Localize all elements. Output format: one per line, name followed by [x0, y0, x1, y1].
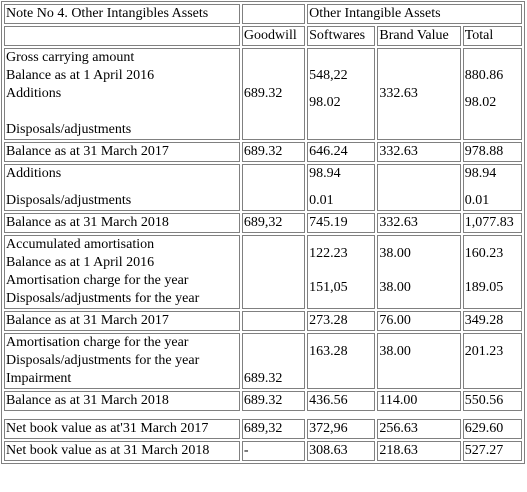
- table-row-amortisation-2018: Amortisation charge for the year Disposa…: [4, 333, 522, 389]
- brand-value-cell: 38.00 38.00: [377, 235, 461, 309]
- softwares-cell: 98.94 0.01: [307, 164, 376, 211]
- softwares-cell: 436.56: [307, 391, 376, 411]
- brand-value-cell: 332.63: [377, 213, 461, 233]
- goodwill-cell: 689.32: [241, 142, 306, 162]
- brand-value-cell: 38.00: [377, 333, 461, 389]
- goodwill-cell: [241, 164, 306, 211]
- row-label: Net book value as at'31 March 2017: [4, 419, 240, 439]
- header-row-title: Note No 4. Other Intangibles Assets Othe…: [4, 4, 522, 24]
- softwares-cell: 646.24: [307, 142, 376, 162]
- table-row-amortisation-2017: Accumulated amortisation Balance as at 1…: [4, 235, 522, 309]
- table-row-balance-2017: Balance as at 31 March 2017 689.32 646.2…: [4, 142, 522, 162]
- row-label: Amortisation charge for the year Disposa…: [4, 333, 240, 389]
- softwares-cell: 548,22 98.02: [307, 48, 376, 140]
- column-header-total: Total: [462, 26, 522, 46]
- total-cell: 550.56: [462, 391, 522, 411]
- brand-value-cell: [377, 164, 461, 211]
- goodwill-cell: 689,32: [241, 213, 306, 233]
- softwares-cell: 273.28: [307, 311, 376, 331]
- spacer-cell: [4, 413, 522, 417]
- softwares-cell: 372,96: [307, 419, 376, 439]
- table-row-movements-2018: Additions Disposals/adjustments 98.94 0.…: [4, 164, 522, 211]
- total-cell: 160.23 189.05: [462, 235, 522, 309]
- softwares-cell: 745.19: [307, 213, 376, 233]
- table-row-nbv-2017: Net book value as at'31 March 2017 689,3…: [4, 419, 522, 439]
- row-label: Balance as at 31 March 2018: [4, 213, 240, 233]
- row-label: Gross carrying amount Balance as at 1 Ap…: [4, 48, 240, 140]
- row-label: Additions Disposals/adjustments: [4, 164, 240, 211]
- row-label: Balance as at 31 March 2017: [4, 311, 240, 331]
- brand-value-cell: 218.63: [377, 441, 461, 461]
- header-label-blank: [4, 26, 240, 46]
- brand-value-cell: 76.00: [377, 311, 461, 331]
- total-cell: 527.27: [462, 441, 522, 461]
- total-cell: 98.94 0.01: [462, 164, 522, 211]
- column-header-goodwill: Goodwill: [241, 26, 306, 46]
- spacer-row: [4, 413, 522, 417]
- note-title: Note No 4. Other Intangibles Assets: [4, 4, 240, 24]
- goodwill-cell: 689.32: [241, 391, 306, 411]
- header-blank-cell: [241, 4, 306, 24]
- total-cell: 349.28: [462, 311, 522, 331]
- total-cell: 978.88: [462, 142, 522, 162]
- column-header-softwares: Softwares: [307, 26, 376, 46]
- table-row-amort-balance-2017: Balance as at 31 March 2017 273.28 76.00…: [4, 311, 522, 331]
- table-row-nbv-2018: Net book value as at 31 March 2018 - 308…: [4, 441, 522, 461]
- brand-value-cell: 114.00: [377, 391, 461, 411]
- table-row-opening-2016: Gross carrying amount Balance as at 1 Ap…: [4, 48, 522, 140]
- softwares-cell: 308.63: [307, 441, 376, 461]
- softwares-cell: 163.28: [307, 333, 376, 389]
- goodwill-cell: [241, 311, 306, 331]
- brand-value-cell: 256.63: [377, 419, 461, 439]
- goodwill-cell: -: [241, 441, 306, 461]
- group-title: Other Intangible Assets: [307, 4, 522, 24]
- goodwill-cell: 689,32: [241, 419, 306, 439]
- column-header-brand-value: Brand Value: [377, 26, 461, 46]
- total-cell: 201.23: [462, 333, 522, 389]
- row-label: Accumulated amortisation Balance as at 1…: [4, 235, 240, 309]
- header-row-columns: Goodwill Softwares Brand Value Total: [4, 26, 522, 46]
- softwares-cell: 122.23 151,05: [307, 235, 376, 309]
- row-label: Net book value as at 31 March 2018: [4, 441, 240, 461]
- goodwill-cell: 689.32: [241, 48, 306, 140]
- brand-value-cell: 332.63: [377, 48, 461, 140]
- goodwill-cell: 689.32: [241, 333, 306, 389]
- total-cell: 629.60: [462, 419, 522, 439]
- table-row-balance-2018: Balance as at 31 March 2018 689,32 745.1…: [4, 213, 522, 233]
- table-row-amort-balance-2018: Balance as at 31 March 2018 689.32 436.5…: [4, 391, 522, 411]
- intangible-assets-table: Note No 4. Other Intangibles Assets Othe…: [1, 1, 525, 464]
- total-cell: 1,077.83: [462, 213, 522, 233]
- goodwill-cell: [241, 235, 306, 309]
- row-label: Balance as at 31 March 2018: [4, 391, 240, 411]
- row-label: Balance as at 31 March 2017: [4, 142, 240, 162]
- total-cell: 880.86 98.02: [462, 48, 522, 140]
- brand-value-cell: 332.63: [377, 142, 461, 162]
